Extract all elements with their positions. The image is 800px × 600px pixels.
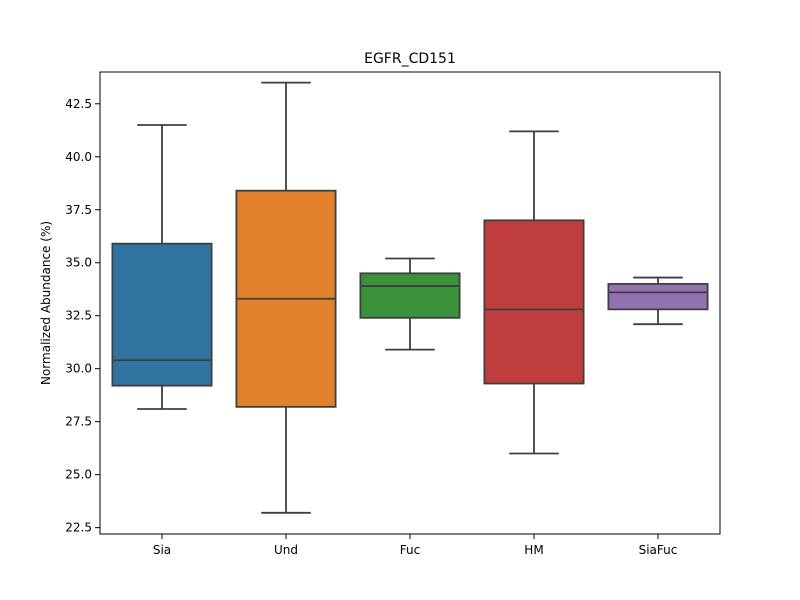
box-body	[607, 283, 709, 311]
y-axis-label: Normalized Abundance (%)	[39, 221, 53, 385]
y-tick-label: 27.5	[65, 415, 92, 429]
y-tick-label: 40.0	[65, 150, 92, 164]
x-tick-label: HM	[524, 543, 543, 557]
chart-title: EGFR_CD151	[364, 51, 456, 67]
y-tick-label: 42.5	[65, 97, 92, 111]
y-axis: 22.5 25.0 27.5 30.0 32.5 35.0 37.5 40.0 42.5	[65, 97, 100, 535]
box-sia	[111, 124, 213, 410]
y-tick-label: 22.5	[65, 521, 92, 535]
x-tick-label: SiaFuc	[639, 543, 678, 557]
y-tick-label: 35.0	[65, 256, 92, 270]
y-tick-label: 32.5	[65, 309, 92, 323]
box-body	[483, 219, 585, 385]
box-body	[359, 272, 461, 319]
y-tick-label: 30.0	[65, 362, 92, 376]
x-axis: Sia Und Fuc HM SiaFuc	[153, 534, 678, 557]
box-fuc	[359, 257, 461, 351]
x-tick-label: Fuc	[400, 543, 420, 557]
y-tick-label: 25.0	[65, 468, 92, 482]
x-tick-label: Und	[274, 543, 298, 557]
box-hm	[483, 130, 585, 455]
plot-area	[111, 81, 709, 514]
axes-frame	[99, 71, 721, 535]
box-siafuc	[607, 276, 709, 326]
y-tick-label: 37.5	[65, 203, 92, 217]
x-tick-label: Sia	[153, 543, 171, 557]
box-body	[111, 242, 213, 387]
box-und	[235, 81, 337, 514]
